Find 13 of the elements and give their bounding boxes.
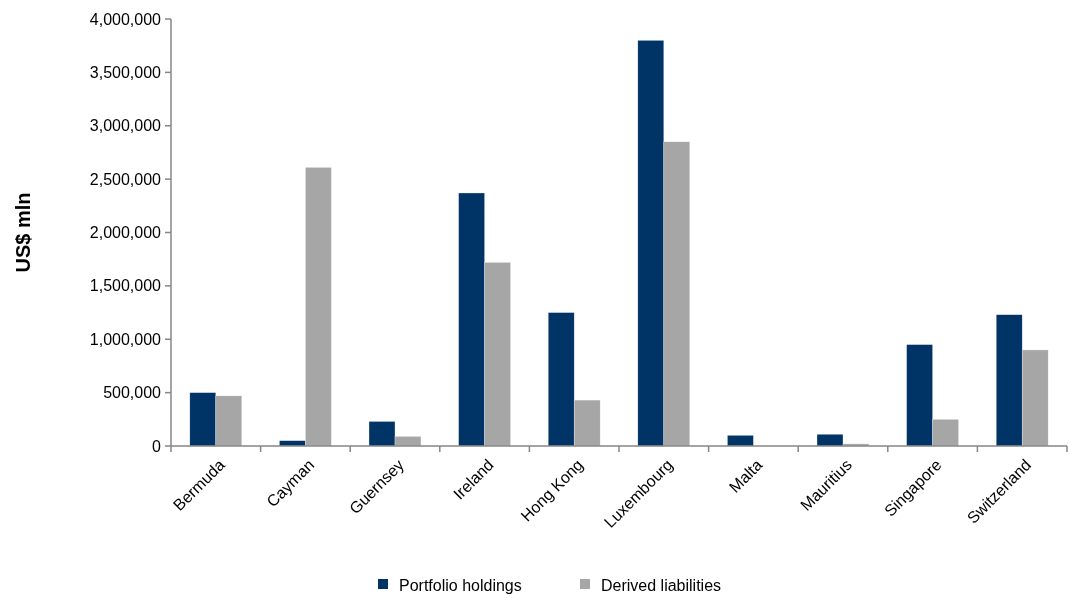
y-axis-title: US$ mln (12, 192, 34, 273)
y-tick-label: 1,500,000 (89, 277, 162, 295)
y-tick-label: 500,000 (103, 384, 162, 402)
y-tick-label: 2,500,000 (89, 170, 162, 188)
y-tick-label: 1,000,000 (89, 330, 162, 348)
legend-label: Derived liabilities (601, 576, 722, 594)
y-tick-label: 2,000,000 (89, 224, 162, 242)
y-tick-label: 0 (152, 437, 162, 455)
y-tick-label: 4,000,000 (89, 10, 162, 28)
bar (727, 435, 754, 447)
y-tick-label: 3,500,000 (89, 63, 162, 81)
y-tick-label: 3,000,000 (89, 117, 162, 135)
legend-label: Portfolio holdings (399, 576, 522, 594)
